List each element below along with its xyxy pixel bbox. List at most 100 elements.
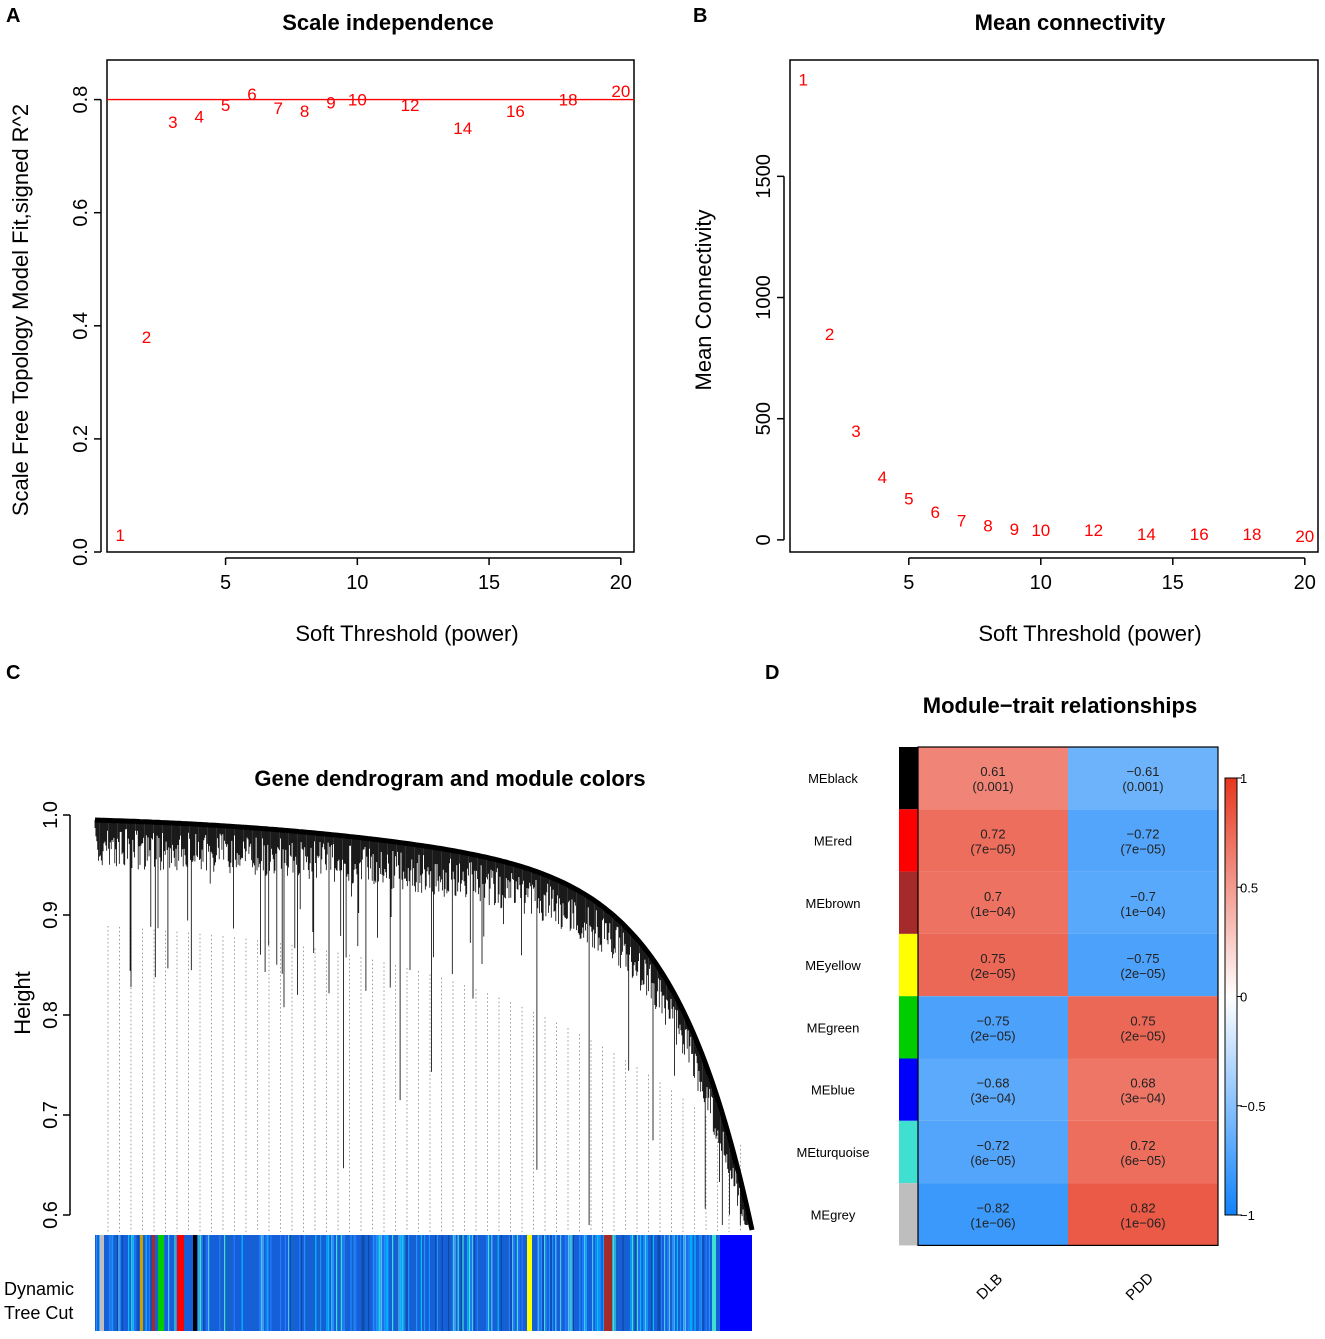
heatmap-cell [1068,1183,1218,1246]
module-swatch-MEblue [899,1058,918,1121]
legend-tick-label: 1 [1240,771,1247,786]
y-tick-label: 0.8 [40,1001,62,1029]
row-label-MEbrown: MEbrown [806,896,861,911]
panel-letter-a: A [6,5,20,27]
cell-pvalue: (1e−06) [1120,1215,1165,1230]
module-color-block [158,1235,164,1331]
module-color-strip [131,1235,638,1331]
y-tick-label: 0.6 [40,1201,62,1229]
heatmap-cell [1068,871,1218,934]
y-tick-label: 1500 [753,154,775,199]
module-color-strip [116,1235,704,1331]
data-point-1: 1 [798,70,807,89]
heatmap-cell [1068,809,1218,872]
cell-correlation: −0.61 [1127,764,1160,779]
gene-dendrogram-chart: Gene dendrogram and module colors Height… [4,766,755,1331]
panel-letter-d: D [765,662,779,684]
y-tick-label: 0 [753,534,775,545]
chart-d-title: Module−trait relationships [923,693,1197,718]
data-point-4: 4 [878,468,887,487]
cell-correlation: 0.72 [980,826,1005,841]
data-point-7: 7 [957,511,966,530]
heatmap-cell [918,1120,1068,1184]
cell-correlation: −0.7 [1130,889,1156,904]
module-color-block [720,1235,752,1331]
module-swatch-MEblack [899,747,918,810]
y-tick-label: 0.7 [40,1101,62,1129]
cell-correlation: 0.7 [984,889,1002,904]
chart-c-title: Gene dendrogram and module colors [254,766,645,791]
module-swatch-MEgreen [899,996,918,1059]
data-point-10: 10 [348,91,367,110]
mean-connectivity-chart: Mean connectivity Soft Threshold (power)… [691,10,1319,646]
legend-tick-label: 0 [1240,990,1247,1005]
data-point-18: 18 [559,91,578,110]
heatmap-cell [918,1058,1068,1121]
data-point-14: 14 [1137,525,1156,544]
y-tick-label: 0.4 [70,312,92,340]
cell-pvalue: (1e−04) [970,904,1015,919]
cell-pvalue: (7e−05) [1120,841,1165,856]
module-color-block [193,1235,197,1331]
cell-pvalue: (0.001) [1122,779,1163,794]
module-color-block [152,1235,155,1331]
cell-correlation: 0.82 [1130,1200,1155,1215]
cell-pvalue: (3e−04) [1120,1091,1165,1106]
data-point-3: 3 [168,113,177,132]
heatmap-cell [918,747,1068,810]
data-point-6: 6 [247,85,256,104]
module-color-block [527,1235,532,1331]
legend-tick-label: 0.5 [1240,880,1258,895]
y-tick-label: 0.6 [70,199,92,227]
y-tick-label: 1000 [753,275,775,320]
row-label-MEyellow: MEyellow [805,958,861,973]
x-tick-label: 20 [610,572,632,594]
data-point-3: 3 [851,422,860,441]
module-color-block [100,1235,104,1331]
data-point-14: 14 [453,119,472,138]
module-color-strip [128,1235,696,1331]
panel-letter-b: B [693,5,707,27]
module-color-strip [107,1235,672,1331]
x-tick-label: 5 [220,572,231,594]
x-tick-label: 15 [1162,572,1184,594]
cell-correlation: −0.75 [977,1013,1010,1028]
module-color-block [177,1235,184,1331]
cell-pvalue: (2e−05) [1120,966,1165,981]
data-point-9: 9 [1010,520,1019,539]
cell-correlation: 0.61 [980,764,1005,779]
x-tick-label: 10 [1030,572,1052,594]
module-color-strip [96,1235,710,1331]
cell-pvalue: (6e−05) [970,1153,1015,1168]
row-label-MEred: MEred [814,833,852,848]
data-point-12: 12 [1084,521,1103,540]
chart-b-xlabel: Soft Threshold (power) [978,621,1201,646]
cell-pvalue: (6e−05) [1120,1153,1165,1168]
module-color-block [712,1235,716,1331]
heatmap-cell [1068,1120,1218,1184]
y-tick-label: 1.0 [40,801,62,829]
cell-pvalue: (1e−06) [970,1215,1015,1230]
chart-a-ylabel: Scale Free Topology Model Fit,signed R^2 [8,104,33,516]
cell-correlation: 0.75 [1130,1013,1155,1028]
x-tick-label: 20 [1294,572,1316,594]
data-point-8: 8 [983,516,992,535]
data-point-10: 10 [1031,521,1050,540]
cell-pvalue: (2e−05) [1120,1028,1165,1043]
column-label-DLB: DLB [973,1270,1006,1303]
cell-pvalue: (3e−04) [970,1091,1015,1106]
row-label-MEblack: MEblack [808,771,858,786]
chart-c-ylabel: Height [10,971,35,1035]
heatmap-cell [918,1183,1068,1246]
color-bar-label-line1: Dynamic [4,1279,74,1299]
heatmap-cell [1068,1058,1218,1121]
chart-b-ylabel: Mean Connectivity [691,210,716,391]
cell-pvalue: (2e−05) [970,1028,1015,1043]
panel-letter-c: C [6,662,20,684]
color-scale-bar [1224,777,1238,1216]
cell-pvalue: (7e−05) [970,841,1015,856]
chart-b-plot-frame [789,59,1319,553]
chart-a-title: Scale independence [282,10,494,35]
heatmap-cell [918,809,1068,872]
